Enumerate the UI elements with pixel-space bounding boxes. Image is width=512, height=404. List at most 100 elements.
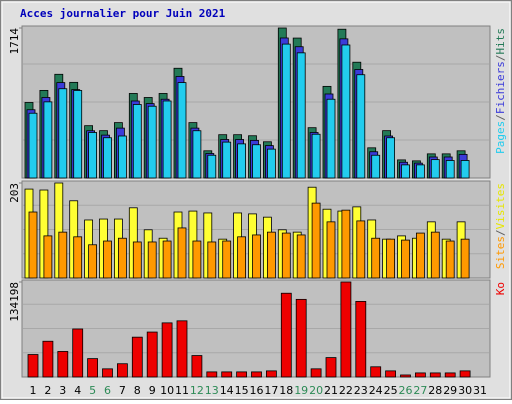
bar	[401, 164, 410, 179]
bar	[459, 370, 471, 378]
bar	[73, 90, 83, 179]
bar	[326, 98, 336, 179]
bar	[222, 240, 232, 279]
bar	[161, 322, 173, 378]
bar	[445, 240, 455, 279]
bar	[117, 363, 128, 378]
legend: Pages/Fichiers/Hits	[494, 28, 507, 154]
bar	[370, 366, 382, 378]
x-tick-label: 5	[89, 384, 96, 397]
bar	[206, 371, 218, 378]
bar	[118, 237, 127, 279]
bar	[326, 221, 336, 279]
legend-entry: Visites	[494, 183, 507, 229]
bar	[460, 238, 470, 279]
x-tick-label: 20	[309, 384, 323, 397]
bar	[281, 43, 291, 179]
bar	[251, 371, 262, 378]
bar	[222, 141, 232, 179]
bar	[355, 301, 367, 378]
bar	[281, 232, 291, 279]
bar	[252, 234, 261, 279]
x-tick-label: 10	[160, 384, 174, 397]
x-tick-label: 13	[205, 384, 219, 397]
bar	[460, 160, 470, 179]
x-tick-label: 9	[149, 384, 156, 397]
bar	[237, 143, 247, 179]
bar	[237, 236, 247, 279]
bar	[147, 241, 157, 279]
bar	[341, 209, 351, 279]
bar	[221, 371, 233, 378]
bar	[43, 101, 53, 179]
bar	[131, 336, 143, 378]
bar	[415, 164, 425, 179]
bar	[72, 328, 84, 378]
bar	[28, 211, 38, 279]
legend-entry: Fichiers	[494, 61, 507, 114]
bar	[28, 112, 38, 179]
x-tick-label: 17	[264, 384, 278, 397]
bar	[207, 154, 217, 179]
x-tick-label: 23	[354, 384, 368, 397]
bar	[88, 132, 97, 179]
bar	[191, 355, 203, 378]
bar	[147, 105, 157, 179]
x-tick-label: 3	[59, 384, 66, 397]
bar	[265, 370, 277, 378]
bar	[58, 88, 68, 179]
bar	[311, 202, 321, 279]
x-tick-label: 19	[294, 384, 308, 397]
legend: Sites/Visites	[494, 183, 507, 269]
bar	[88, 244, 97, 279]
bar	[252, 144, 261, 179]
legend-entry: Sites	[494, 236, 507, 269]
bar	[356, 74, 366, 179]
bar	[430, 159, 440, 179]
bar	[236, 371, 248, 378]
bar	[132, 104, 142, 179]
bar	[371, 237, 381, 279]
x-tick-label: 16	[250, 384, 264, 397]
x-tick-label: 6	[104, 384, 111, 397]
bar	[445, 160, 455, 179]
bar	[192, 240, 202, 279]
bar	[177, 82, 187, 179]
bar	[296, 52, 306, 179]
bar	[177, 227, 187, 279]
bar	[132, 241, 142, 279]
bar	[295, 298, 307, 378]
bar	[162, 240, 172, 279]
legend-entry: Pages	[494, 121, 507, 154]
legend-separator: /	[494, 114, 507, 121]
bar	[356, 220, 366, 279]
bar	[430, 231, 440, 279]
bar	[429, 372, 441, 378]
bar	[27, 354, 39, 378]
x-tick-label: 24	[369, 384, 383, 397]
bar	[325, 357, 337, 378]
bar	[296, 234, 306, 279]
x-tick-label: 30	[458, 384, 472, 397]
x-tick-label: 4	[74, 384, 81, 397]
bar	[118, 135, 127, 179]
bar	[266, 148, 276, 179]
bar	[192, 130, 202, 179]
x-tick-label: 21	[324, 384, 338, 397]
x-tick-label: 18	[279, 384, 293, 397]
bar	[146, 331, 158, 378]
bar	[400, 374, 411, 378]
x-tick-label: 1	[30, 384, 37, 397]
bar	[280, 292, 292, 378]
bar	[102, 368, 113, 378]
bar	[386, 238, 396, 279]
y-tick-label: 1714	[8, 28, 21, 55]
legend-entry: Hits	[494, 28, 507, 55]
bar	[43, 235, 53, 279]
bar	[57, 351, 69, 378]
x-tick-label: 26	[399, 384, 413, 397]
x-tick-label: 14	[220, 384, 234, 397]
bar	[310, 368, 322, 378]
bar	[58, 231, 68, 279]
